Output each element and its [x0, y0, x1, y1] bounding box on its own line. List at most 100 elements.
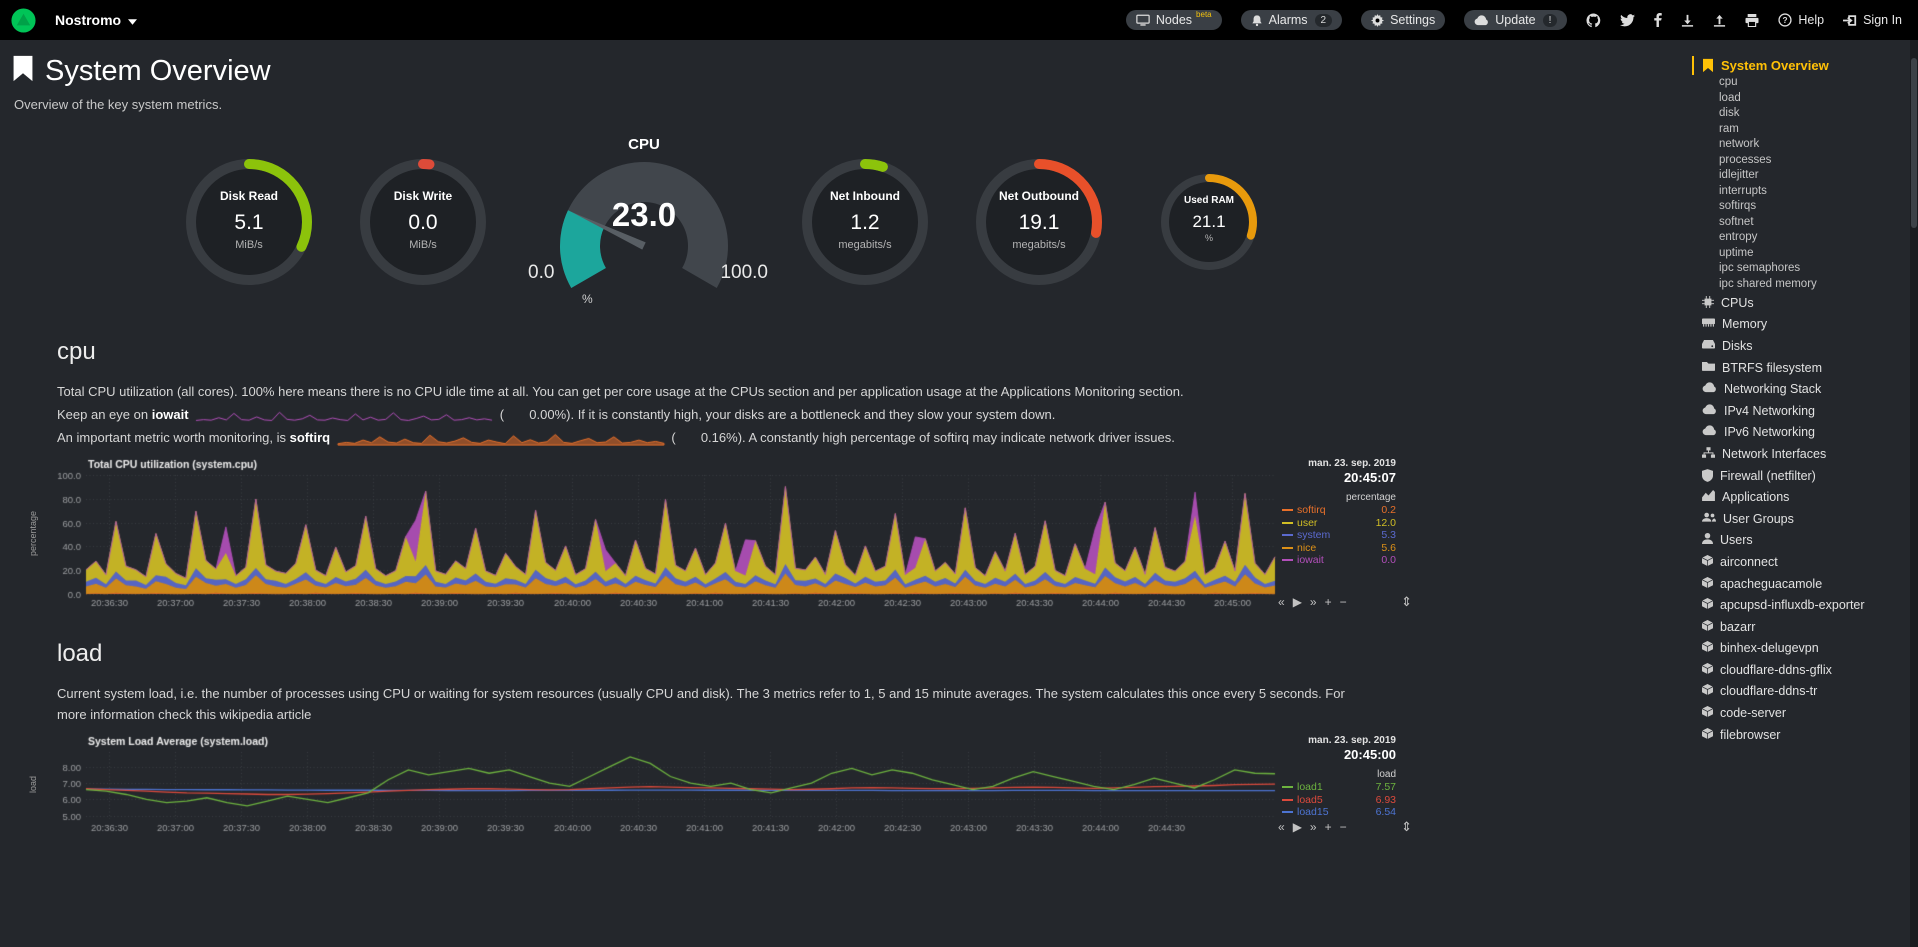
sidebar-item-apacheguacamole[interactable]: apacheguacamole: [1692, 573, 1906, 595]
legend-item-load15[interactable]: load15 6.54: [1282, 806, 1396, 819]
wikipedia-link[interactable]: wikipedia article: [219, 707, 312, 722]
chart-pan-forward-button[interactable]: »: [1309, 595, 1317, 609]
chart-zoom-in-button[interactable]: +: [1324, 820, 1332, 834]
sidebar-item-btrfs-filesystem[interactable]: BTRFS filesystem: [1692, 357, 1906, 379]
sidebar-item-load[interactable]: load: [1719, 91, 1741, 104]
gauge-value: 5.1: [234, 211, 264, 235]
gauge-used-ram[interactable]: Used RAM 21.1%: [1134, 170, 1284, 274]
sidebar-item-cloudflare-ddns-gflix[interactable]: cloudflare-ddns-gflix: [1692, 659, 1906, 681]
sidebar-item-entropy[interactable]: entropy: [1719, 231, 1758, 243]
sidebar-item-disk[interactable]: disk: [1719, 107, 1740, 119]
chart-zoom-out-button[interactable]: −: [1339, 820, 1347, 834]
sidebar-item-label: cloudflare-ddns-tr: [1720, 684, 1818, 699]
sidebar-item-filebrowser[interactable]: filebrowser: [1692, 724, 1906, 746]
softirq-sparkline[interactable]: [335, 431, 666, 447]
update-badge: !: [1542, 13, 1558, 27]
alarms-button[interactable]: Alarms 2: [1240, 10, 1343, 30]
chart-date: man. 23. sep. 2019: [1308, 458, 1396, 469]
sidebar-item-users[interactable]: Users: [1692, 530, 1906, 552]
sidebar-item-ipc-shared-memory[interactable]: ipc shared memory: [1719, 277, 1817, 290]
chart-pan-backward-button[interactable]: «: [1278, 595, 1285, 609]
sidebar-item-ipv6-networking[interactable]: IPv6 Networking: [1692, 422, 1906, 444]
sidebar-item-system-overview[interactable]: System Overview: [1692, 56, 1906, 75]
upload-button[interactable]: [1713, 14, 1726, 27]
sidebar-item-softirqs[interactable]: softirqs: [1719, 200, 1757, 212]
gauge-net-inbound[interactable]: Net Inbound 1.2 megabits/s: [786, 155, 944, 289]
github-button[interactable]: [1586, 12, 1601, 28]
netdata-logo[interactable]: [10, 7, 37, 34]
download-button[interactable]: [1681, 14, 1694, 27]
sidebar-item-label: Disks: [1722, 338, 1753, 353]
chart-resize-handle[interactable]: ⇕: [1401, 819, 1412, 834]
sidebar-item-memory[interactable]: Memory: [1692, 314, 1906, 336]
legend-item-nice[interactable]: nice 5.6: [1282, 542, 1396, 555]
sidebar-item-cloudflare-ddns-tr[interactable]: cloudflare-ddns-tr: [1692, 681, 1906, 703]
sidebar-item-ipc-semaphores[interactable]: ipc semaphores: [1719, 262, 1801, 274]
legend-item-softirq[interactable]: softirq 0.2: [1282, 504, 1396, 517]
nodes-button[interactable]: Nodes beta: [1125, 10, 1222, 30]
gauge-disk-read[interactable]: Disk Read 5.1 MiB/s: [170, 155, 328, 289]
legend-swatch: [1282, 786, 1293, 789]
gauge-disk-write[interactable]: Disk Write 0.0 MiB/s: [344, 155, 502, 289]
scrollbar-thumb[interactable]: [1911, 58, 1917, 228]
sidebar-item-networking-stack[interactable]: Networking Stack: [1692, 378, 1906, 400]
chart-play-button[interactable]: ▶: [1292, 595, 1302, 609]
print-button[interactable]: [1745, 13, 1759, 27]
sidebar-item-apcupsd-influxdb-exporter[interactable]: apcupsd-influxdb-exporter: [1692, 594, 1906, 616]
sidebar-item-uptime[interactable]: uptime: [1719, 246, 1754, 259]
sidebar-item-cpus[interactable]: CPUs: [1692, 292, 1906, 314]
sidebar-item-applications[interactable]: Applications: [1692, 486, 1906, 508]
sidebar-item-airconnect[interactable]: airconnect: [1692, 551, 1906, 573]
legend-item-load1[interactable]: load1 7.57: [1282, 781, 1396, 794]
gauge-net-outbound[interactable]: Net Outbound 19.1 megabits/s: [960, 155, 1118, 289]
sidebar-item-idlejitter[interactable]: idlejitter: [1719, 169, 1759, 181]
chart-time: 20:45:07: [1343, 470, 1396, 485]
gauge-needle: [571, 211, 646, 250]
facebook-button[interactable]: [1654, 13, 1663, 27]
sidebar-item-cpu[interactable]: cpu: [1719, 76, 1738, 88]
page-subtitle: Overview of the key system metrics.: [14, 97, 223, 112]
sidebar-item-label: airconnect: [1720, 554, 1778, 569]
chart-zoom-in-button[interactable]: +: [1324, 595, 1332, 609]
sidebar-item-label: IPv4 Networking: [1724, 403, 1816, 418]
sidebar-item-network[interactable]: network: [1719, 138, 1760, 150]
sidebar-item-interrupts[interactable]: interrupts: [1719, 184, 1767, 197]
chart-resize-handle[interactable]: ⇕: [1401, 594, 1412, 609]
sidebar-item-network-interfaces[interactable]: Network Interfaces: [1692, 443, 1906, 465]
legend-item-iowait[interactable]: iowait 0.0: [1282, 554, 1396, 567]
sidebar-item-code-server[interactable]: code-server: [1692, 702, 1906, 724]
sidebar-item-softnet[interactable]: softnet: [1719, 215, 1754, 228]
chart-zoom-out-button[interactable]: −: [1339, 595, 1347, 609]
legend-item-load5[interactable]: load5 6.93: [1282, 794, 1396, 807]
twitter-button[interactable]: [1620, 13, 1636, 27]
sidebar-item-bazarr[interactable]: bazarr: [1692, 616, 1906, 638]
iowait-sparkline[interactable]: [194, 409, 495, 423]
sidebar-item-processes[interactable]: processes: [1719, 153, 1772, 166]
settings-button[interactable]: Settings: [1361, 10, 1446, 30]
chart-play-button[interactable]: ▶: [1292, 820, 1302, 834]
load-chart-canvas[interactable]: [40, 735, 1280, 835]
help-button[interactable]: ? Help: [1778, 13, 1824, 27]
upload-icon: [1713, 14, 1726, 27]
legend-series-value: 6.54: [1375, 806, 1396, 818]
sidebar-item-firewall-netfilter[interactable]: Firewall (netfilter): [1692, 465, 1906, 487]
legend-item-user[interactable]: user 12.0: [1282, 517, 1396, 530]
legend-item-system[interactable]: system 5.3: [1282, 529, 1396, 542]
gauge-cpu[interactable]: CPU 23.0 0.0 100.0%: [518, 136, 770, 308]
sidebar-item-ipv4-networking[interactable]: IPv4 Networking: [1692, 400, 1906, 422]
sidebar-item-user-groups[interactable]: User Groups: [1692, 508, 1906, 530]
sidebar-item-ram[interactable]: ram: [1719, 122, 1739, 135]
sidebar-item-disks[interactable]: Disks: [1692, 335, 1906, 357]
softirq-text-post: ). A constantly high percentage of softi…: [737, 430, 1175, 445]
page-scrollbar[interactable]: [1910, 40, 1918, 947]
cpu-description-1: Total CPU utilization (all cores). 100% …: [57, 384, 1184, 399]
cpu-chart-canvas[interactable]: [40, 458, 1280, 610]
chart-pan-backward-button[interactable]: «: [1278, 820, 1285, 834]
update-button[interactable]: Update!: [1464, 10, 1568, 30]
chart-pan-forward-button[interactable]: »: [1309, 820, 1317, 834]
gauge-unit: megabits/s: [1012, 239, 1066, 252]
signin-button[interactable]: Sign In: [1843, 13, 1902, 27]
node-selector[interactable]: Nostromo: [49, 11, 143, 29]
gauge-unit: MiB/s: [235, 239, 263, 252]
sidebar-item-binhex-delugevpn[interactable]: binhex-delugevpn: [1692, 638, 1906, 660]
